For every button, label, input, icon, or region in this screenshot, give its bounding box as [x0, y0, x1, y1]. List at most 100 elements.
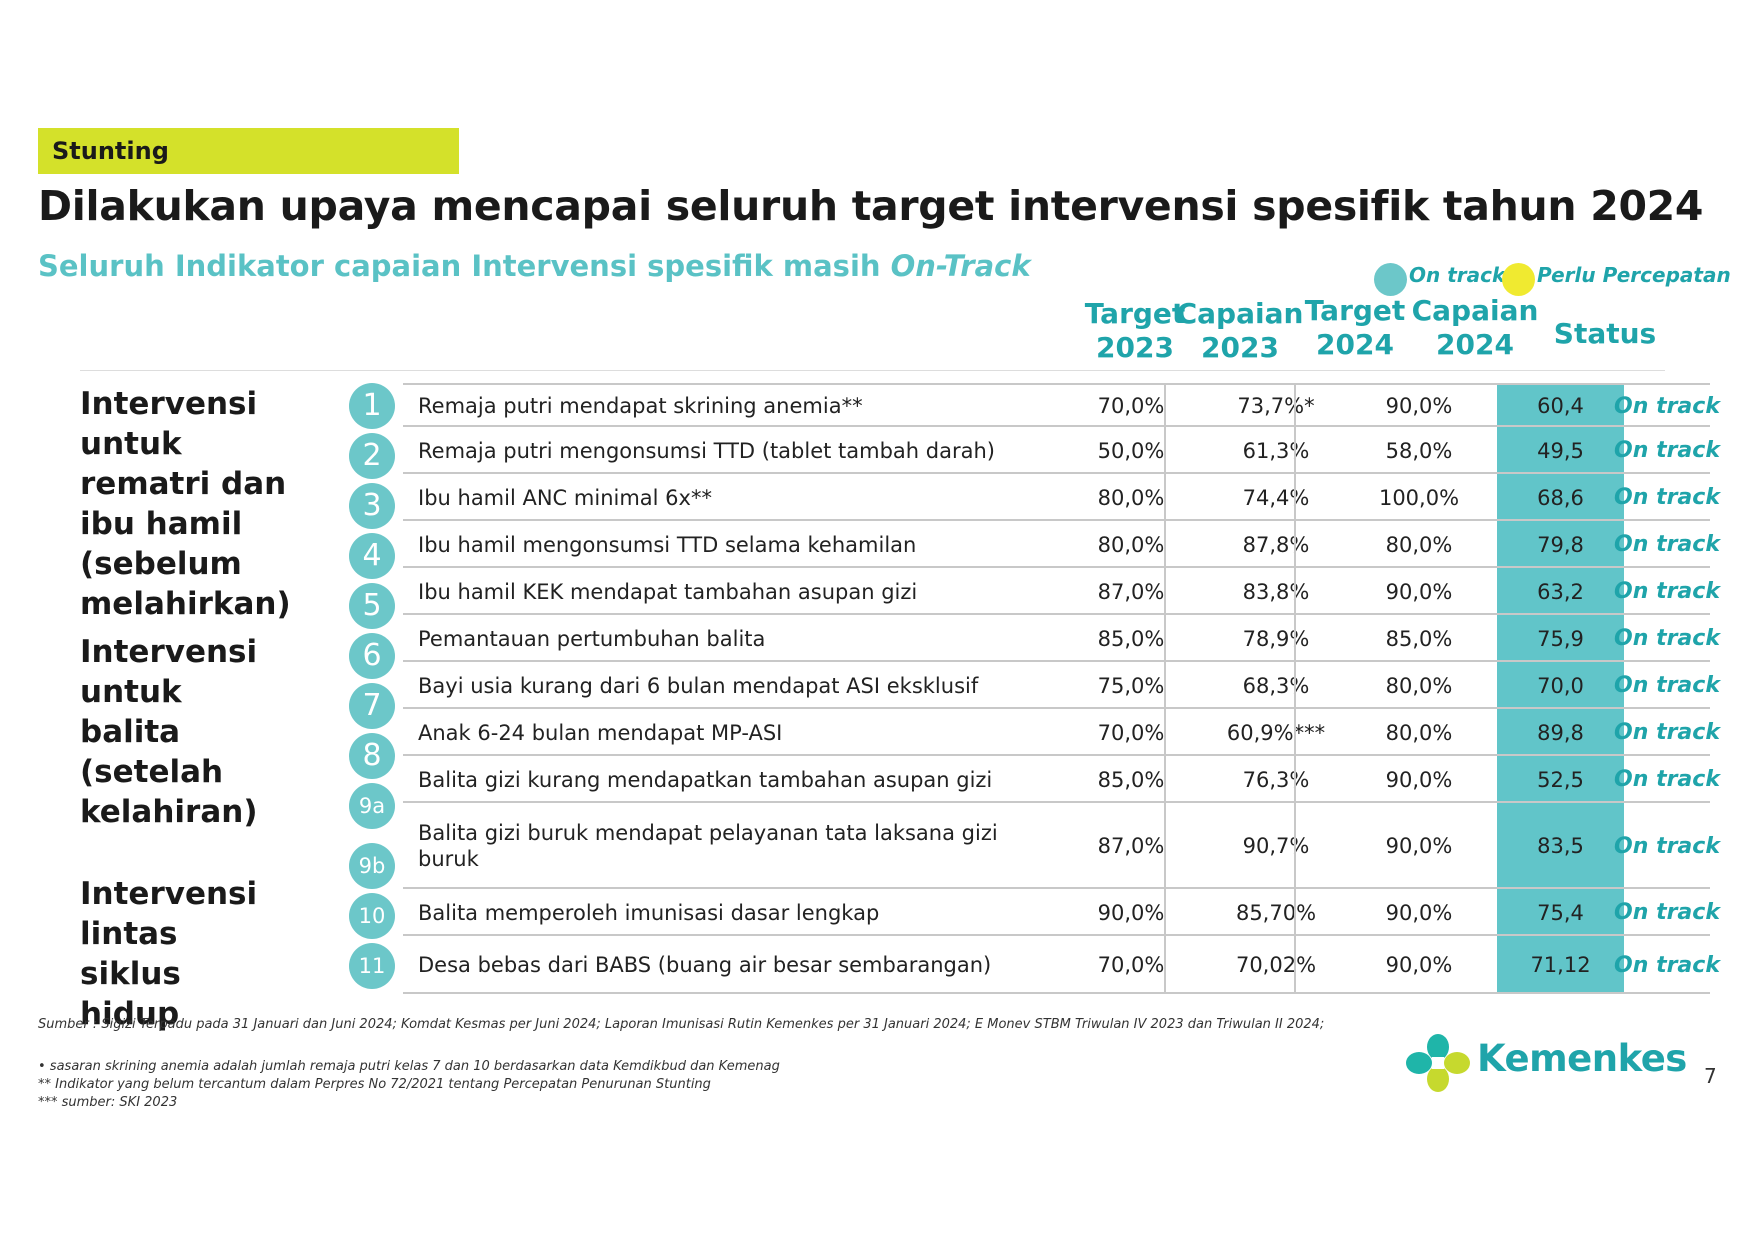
legend-perlu-percepatan-dot: [1502, 263, 1535, 296]
marker-11: 11: [349, 943, 395, 989]
page-number: 7: [1704, 1064, 1717, 1088]
target-2024-value: 90,0%: [1385, 767, 1453, 792]
capaian-2024-value: 83,5: [1497, 803, 1624, 889]
indicator-name: Anak 6-24 bulan mendapat MP-ASI: [418, 720, 783, 745]
column-divider: [1164, 383, 1166, 994]
target-2024-value: 100,0%: [1378, 485, 1460, 510]
capaian-2023-value: 90,7%: [1242, 834, 1310, 858]
status-badge: On track: [1614, 833, 1720, 859]
indicator-name: Balita memperoleh imunisasi dasar lengka…: [418, 900, 880, 925]
indicator-name: Remaja putri mengonsumsi TTD (tablet tam…: [418, 438, 995, 463]
marker-8: 8: [349, 733, 395, 779]
group-label-rematri-ibu-hamil: Intervensi untuk rematri dan ibu hamil (…: [80, 386, 291, 622]
target-2023-value: 50,0%: [1097, 438, 1165, 463]
capaian-2024-value: 75,9: [1497, 615, 1624, 662]
capaian-2024-value: 63,2: [1497, 568, 1624, 615]
capaian-2024-value: 75,4: [1497, 889, 1624, 936]
target-2024-value: 80,0%: [1385, 673, 1453, 698]
footnote-2: ** Indikator yang belum tercantum dalam …: [38, 1077, 711, 1092]
header-capaian-2023: Capaian 2023: [1176, 297, 1304, 364]
capaian-2023-value: 70,02%: [1235, 953, 1317, 977]
marker-1: 1: [349, 383, 395, 429]
status-badge: On track: [1614, 579, 1720, 604]
target-2024-value: 90,0%: [1385, 579, 1453, 604]
target-2023-value: 87,0%: [1097, 579, 1165, 604]
target-2023-value: 90,0%: [1097, 900, 1165, 925]
table-row: Balita gizi kurang mendapatkan tambahan …: [403, 754, 1720, 803]
table-row: Balita memperoleh imunisasi dasar lengka…: [403, 887, 1720, 936]
kemenkes-logo: Kemenkes: [1405, 1033, 1687, 1093]
target-2024-value: 80,0%: [1385, 720, 1453, 745]
group-label-balita: Intervensi untuk balita (setelah kelahir…: [80, 634, 258, 830]
status-badge: On track: [1614, 673, 1720, 698]
header-status: Status: [1553, 317, 1657, 350]
header-target-2024: Target 2024: [1304, 294, 1406, 361]
status-badge: On track: [1614, 767, 1720, 792]
capaian-2024-value: 79,8: [1497, 521, 1624, 568]
capaian-2023-value: 68,3%: [1242, 673, 1310, 698]
capaian-2023-value: 78,9%: [1242, 626, 1310, 651]
target-2024-value: 90,0%: [1385, 834, 1453, 858]
capaian-2024-value: 49,5: [1497, 427, 1624, 474]
capaian-2023-value: 73,7%*: [1237, 394, 1315, 418]
table-row: Remaja putri mengonsumsi TTD (tablet tam…: [403, 425, 1720, 474]
kemenkes-logo-text: Kemenkes: [1477, 1037, 1687, 1080]
table-row: Ibu hamil KEK mendapat tambahan asupan g…: [403, 566, 1720, 615]
capaian-2024-value: 70,0: [1497, 662, 1624, 709]
legend-on-track-label: On track: [1409, 263, 1506, 287]
capaian-2023-value: 61,3%: [1242, 438, 1310, 463]
table-row: Bayi usia kurang dari 6 bulan mendapat A…: [403, 660, 1720, 709]
target-2023-value: 87,0%: [1097, 834, 1165, 858]
table-row: Anak 6-24 bulan mendapat MP-ASI 70,0% 60…: [403, 707, 1720, 756]
indicator-name: Ibu hamil mengonsumsi TTD selama kehamil…: [418, 532, 917, 557]
indicator-name: Bayi usia kurang dari 6 bulan mendapat A…: [418, 673, 979, 698]
target-2024-value: 90,0%: [1385, 394, 1453, 418]
capaian-2024-value: 52,5: [1497, 756, 1624, 803]
status-badge: On track: [1614, 900, 1720, 925]
capaian-2024-value: 68,6: [1497, 474, 1624, 521]
status-badge: On track: [1614, 485, 1720, 510]
capaian-2024-value: 60,4: [1497, 385, 1624, 427]
status-badge: On track: [1614, 393, 1720, 419]
indicator-name: Pemantauan pertumbuhan balita: [418, 626, 766, 651]
target-2023-value: 75,0%: [1097, 673, 1165, 698]
target-2023-value: 85,0%: [1097, 626, 1165, 651]
target-2024-value: 90,0%: [1385, 900, 1453, 925]
target-2023-value: 70,0%: [1097, 394, 1165, 418]
target-2023-value: 70,0%: [1097, 953, 1165, 977]
target-2024-value: 80,0%: [1385, 532, 1453, 557]
group-label-lintas-siklus: Intervensi lintas siklus hidup: [80, 876, 258, 1032]
section-tag-label: Stunting: [52, 137, 169, 165]
marker-6: 6: [349, 633, 395, 679]
capaian-2023-value: 83,8%: [1242, 579, 1310, 604]
marker-3: 3: [349, 483, 395, 529]
capaian-2023-value: 74,4%: [1242, 485, 1310, 510]
target-2023-value: 85,0%: [1097, 767, 1165, 792]
section-tag: Stunting: [38, 128, 459, 174]
header-divider: [80, 370, 1665, 371]
target-2023-value: 80,0%: [1097, 485, 1165, 510]
table-row: Ibu hamil mengonsumsi TTD selama kehamil…: [403, 519, 1720, 568]
footnote-1: • sasaran skrining anemia adalah jumlah …: [38, 1059, 780, 1074]
table-row: Desa bebas dari BABS (buang air besar se…: [403, 934, 1720, 994]
subtitle-italic: On-Track: [890, 249, 1031, 283]
table-row: Remaja putri mendapat skrining anemia** …: [403, 383, 1720, 427]
table-row: Ibu hamil ANC minimal 6x** 80,0% 74,4% 1…: [403, 472, 1720, 521]
footnote-3: *** sumber: SKI 2023: [38, 1095, 178, 1110]
source-note: Sumber : Sigizi Terpadu pada 31 Januari …: [38, 1017, 1325, 1032]
status-badge: On track: [1614, 952, 1720, 978]
indicator-name: Balita gizi kurang mendapatkan tambahan …: [418, 767, 993, 792]
status-badge: On track: [1614, 532, 1720, 557]
table-row: Pemantauan pertumbuhan balita 85,0% 78,9…: [403, 613, 1720, 662]
marker-10: 10: [349, 893, 395, 939]
column-divider: [1294, 383, 1296, 994]
subtitle-main: Seluruh Indikator capaian Intervensi spe…: [38, 249, 891, 283]
kemenkes-logo-icon: [1406, 1034, 1470, 1092]
target-2024-value: 85,0%: [1385, 626, 1453, 651]
status-badge: On track: [1614, 438, 1720, 463]
header-target-2023: Target 2023: [1084, 297, 1186, 364]
target-2024-value: 90,0%: [1385, 953, 1453, 977]
table-bottom-border: [403, 992, 1710, 994]
capaian-2023-value: 87,8%: [1242, 532, 1310, 557]
page-subtitle: Seluruh Indikator capaian Intervensi spe…: [38, 249, 1031, 283]
